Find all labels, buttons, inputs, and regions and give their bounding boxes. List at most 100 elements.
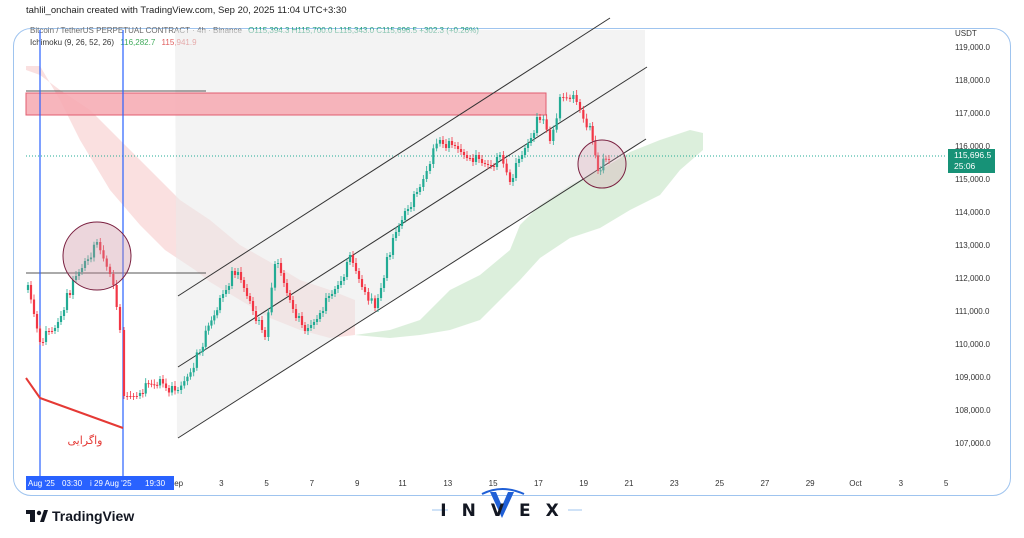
candle-body [397,226,401,232]
candle-body [348,255,352,262]
candle-body [50,331,54,332]
price-axis[interactable]: USDT 119,000.0 118,000.0 117,000.0 116,000.… [955,29,991,448]
symbol-name[interactable]: Bitcoin / TetherUS PERPETUAL CONTRACT · … [30,26,242,35]
candle-body [471,158,475,162]
candle-body [373,298,377,308]
bar-countdown: 25:06 [954,161,976,171]
invex-swoosh-icon [481,488,525,495]
candle-body [568,97,572,99]
candle-body [83,261,87,268]
candle-body [438,140,442,144]
candle-body [321,311,325,313]
candle-body [483,163,487,164]
candle-body [382,278,386,288]
candle-body [26,285,30,290]
candle-body [312,322,316,325]
candle-body [207,325,210,331]
candle-body [135,396,138,397]
candle-body [327,296,331,298]
candle-body [477,155,481,159]
candle-body [342,277,346,281]
time-tick-label: 11 [398,479,407,488]
candle-body [548,129,552,141]
indicator-name[interactable]: Ichimoku (9, 26, 52, 26) [30,38,115,47]
candle-body [195,352,198,368]
time-tick-label: 17 [534,479,543,488]
candle-body [132,396,135,397]
price-tick-label: 119,000.0 [955,43,991,52]
candle-body [447,141,451,148]
candle-body [74,276,78,280]
price-tick-label: 118,000.0 [955,76,991,85]
candle-body [495,157,499,167]
candle-body [508,172,512,182]
candle-body [62,310,66,316]
candle-body [86,259,90,261]
candle-body [105,258,108,267]
candle-body [300,316,304,325]
candle-body [180,385,183,390]
candle-body [254,311,258,321]
candle-body [409,207,413,209]
time-highlight-start: Aug '25 [28,479,55,488]
candle-body [370,298,373,301]
time-tick-label: 21 [625,479,634,488]
candle-body [288,293,292,300]
candle-body [138,393,142,396]
candle-body [578,102,582,110]
candle-body [376,298,380,308]
candle-body [324,298,328,311]
candle-body [170,386,174,393]
candle-body [77,272,81,276]
time-tick-label: 3 [219,479,224,488]
candle-body [35,314,39,329]
candle-body [363,287,367,292]
channel-fill [175,30,645,438]
candle-body [221,294,225,298]
time-highlight-end-time: 19:30 [145,479,166,488]
chart-credit: tahlil_onchain created with TradingView.… [26,5,347,16]
price-tick-label: 112,000.0 [955,274,991,283]
candle-body [248,296,252,301]
time-tick-label: Sep [169,479,184,488]
invex-logo-text: INVEX [440,501,573,521]
divergence-line [25,377,124,429]
time-tick-label: 5 [264,479,269,488]
candle-body [599,170,602,172]
candle-body [176,390,180,391]
highlight-circle-right [577,139,627,189]
time-axis[interactable]: Sep 3 5 7 9 11 13 15 17 19 21 23 25 27 29 Oct 3 5 [169,479,949,488]
candle-body [345,262,349,277]
candle-body [604,158,608,160]
candle-body [468,158,472,159]
invex-logo: INVEX [432,488,582,521]
candle-body [453,145,457,146]
ichimoku-cloud-green [355,130,703,338]
candle-body [92,244,96,258]
candle-body [498,155,502,157]
candle-body [270,287,273,313]
candle-body [403,211,407,220]
candle-body [102,250,105,259]
candle-body [545,119,548,130]
candle-body [591,126,594,141]
candle-body [216,310,219,316]
candle-body [351,255,355,263]
candle-body [520,155,524,159]
candle-body [486,164,490,165]
candle-body [432,148,435,164]
price-tick-label: 114,000.0 [955,208,991,217]
candle-body [391,238,395,255]
candle-body [291,300,295,309]
candle-body [44,331,48,342]
candle-body [38,328,42,342]
candle-body [242,280,246,288]
candle-body [263,330,267,337]
candle-body [535,117,539,133]
candle-body [333,289,337,294]
candle-body [112,274,115,285]
candle-body [558,97,562,119]
candle-body [532,133,536,138]
candle-body [572,95,575,99]
